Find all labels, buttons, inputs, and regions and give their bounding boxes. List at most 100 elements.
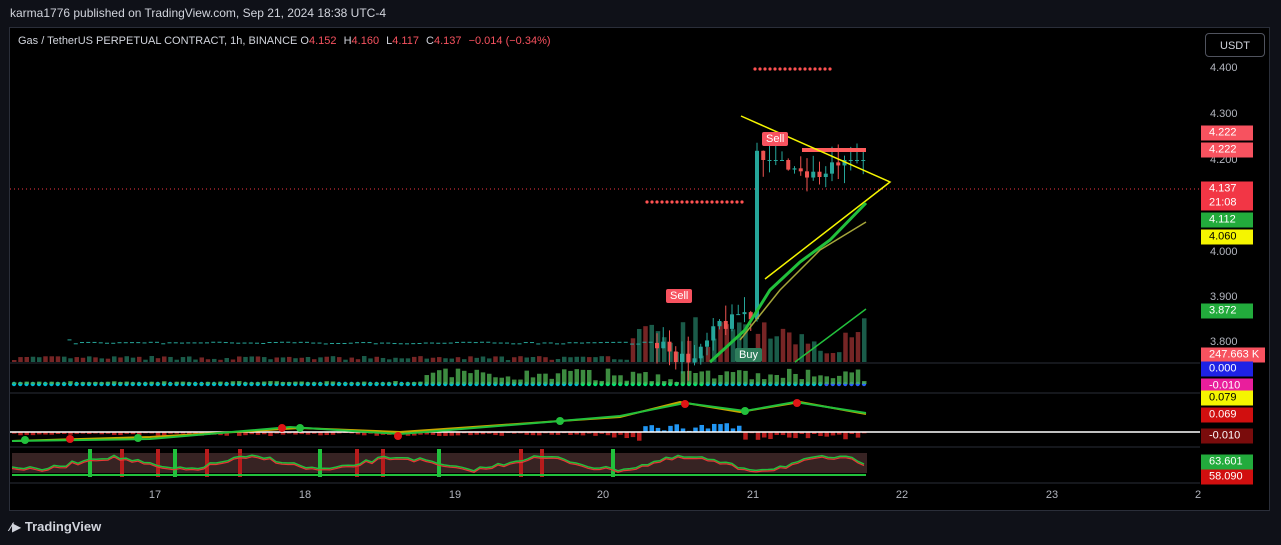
ohlc-value: 4.117 <box>392 35 419 47</box>
volume-bar <box>824 353 829 362</box>
cross-dot <box>134 434 142 442</box>
ohlc-value: 4.152 <box>308 35 337 47</box>
momentum-bar <box>605 368 611 384</box>
candle <box>405 343 409 345</box>
volume-bar <box>374 356 379 362</box>
volume-bar <box>362 356 367 362</box>
candle <box>861 160 866 161</box>
candle <box>605 341 609 343</box>
candle <box>380 342 384 344</box>
candle <box>192 342 197 344</box>
osc-bar <box>849 432 854 434</box>
osc-bar <box>605 432 611 436</box>
osc-bar <box>530 432 536 436</box>
osc-bar <box>580 432 586 436</box>
volume-bar <box>237 356 242 362</box>
candle <box>617 341 622 343</box>
momentum-bar <box>305 382 311 384</box>
level-dot <box>803 67 807 71</box>
momentum-bar <box>18 382 23 384</box>
candle <box>80 342 84 344</box>
brand: ⁄▶ TradingView <box>10 519 102 534</box>
osc-bar <box>318 432 323 436</box>
momentum-bar <box>137 382 142 384</box>
candle <box>130 342 134 344</box>
osc-bar <box>137 432 142 436</box>
momentum-bar <box>718 375 723 384</box>
momentum-bar <box>768 374 773 384</box>
candle <box>230 342 234 344</box>
level-dot <box>680 200 684 204</box>
volume-bar <box>449 358 454 362</box>
osc-bar <box>762 432 767 438</box>
osc-bar <box>755 432 761 440</box>
momentum-bar <box>599 380 604 384</box>
ohlc-value: 4.160 <box>351 35 380 47</box>
candle <box>673 351 678 363</box>
momentum-bar <box>312 382 317 384</box>
candle <box>336 342 341 344</box>
candle <box>298 341 303 343</box>
momentum-bar <box>124 381 129 384</box>
candle <box>855 160 859 161</box>
momentum-bar <box>855 369 861 384</box>
volume-bar <box>243 356 248 362</box>
osc-bar <box>274 432 279 434</box>
momentum-bar <box>468 373 473 384</box>
candle <box>817 171 822 178</box>
candle <box>505 342 509 344</box>
momentum-bar <box>593 380 598 384</box>
volume-bar <box>480 356 486 362</box>
osc-bar <box>637 432 642 441</box>
osc-bar <box>262 432 267 435</box>
level-dot <box>783 67 787 71</box>
candle <box>292 342 297 344</box>
momentum-bar <box>99 382 104 384</box>
volume-bar <box>499 356 504 362</box>
candle <box>667 341 672 352</box>
momentum-bar <box>455 368 461 384</box>
level-dot <box>660 200 664 204</box>
volume-bar <box>468 356 473 362</box>
volume-bar <box>830 353 836 362</box>
osc-bar <box>587 432 592 434</box>
volume-bar <box>662 337 667 362</box>
momentum-bar <box>587 369 592 384</box>
volume-bar <box>168 356 173 362</box>
volume-bar <box>430 357 436 362</box>
osc-bar <box>124 432 129 434</box>
volume-bar <box>737 322 742 362</box>
osc-bar <box>699 424 704 432</box>
cross-dot <box>741 407 749 415</box>
volume-bar <box>593 357 598 362</box>
momentum-bar <box>568 370 573 384</box>
momentum-bar <box>705 370 711 384</box>
volume-bar <box>505 359 511 362</box>
osc-bar <box>330 432 336 435</box>
osc-bar <box>243 432 248 436</box>
momentum-bar <box>318 382 323 384</box>
candle <box>511 343 516 345</box>
volume-bar <box>105 358 111 362</box>
osc-bar <box>130 432 136 435</box>
candle <box>386 342 391 344</box>
volume-bar <box>818 350 823 362</box>
volume-bar <box>555 358 561 362</box>
volume-bar <box>180 357 186 362</box>
candle <box>780 160 784 161</box>
osc-bar <box>718 424 723 432</box>
volume-bar <box>37 357 42 362</box>
momentum-bar <box>687 370 692 384</box>
momentum-bar <box>387 382 392 384</box>
volume-bar <box>193 359 198 362</box>
candle <box>786 160 791 170</box>
momentum-bar <box>518 379 523 384</box>
osc-bar <box>180 432 186 434</box>
candle <box>267 342 272 344</box>
level-dot <box>740 200 744 204</box>
currency-button[interactable]: USDT <box>1205 33 1265 57</box>
level-dot <box>778 67 782 71</box>
momentum-bar <box>149 381 154 384</box>
rsi-signal <box>437 449 441 477</box>
osc-bar <box>374 432 379 436</box>
